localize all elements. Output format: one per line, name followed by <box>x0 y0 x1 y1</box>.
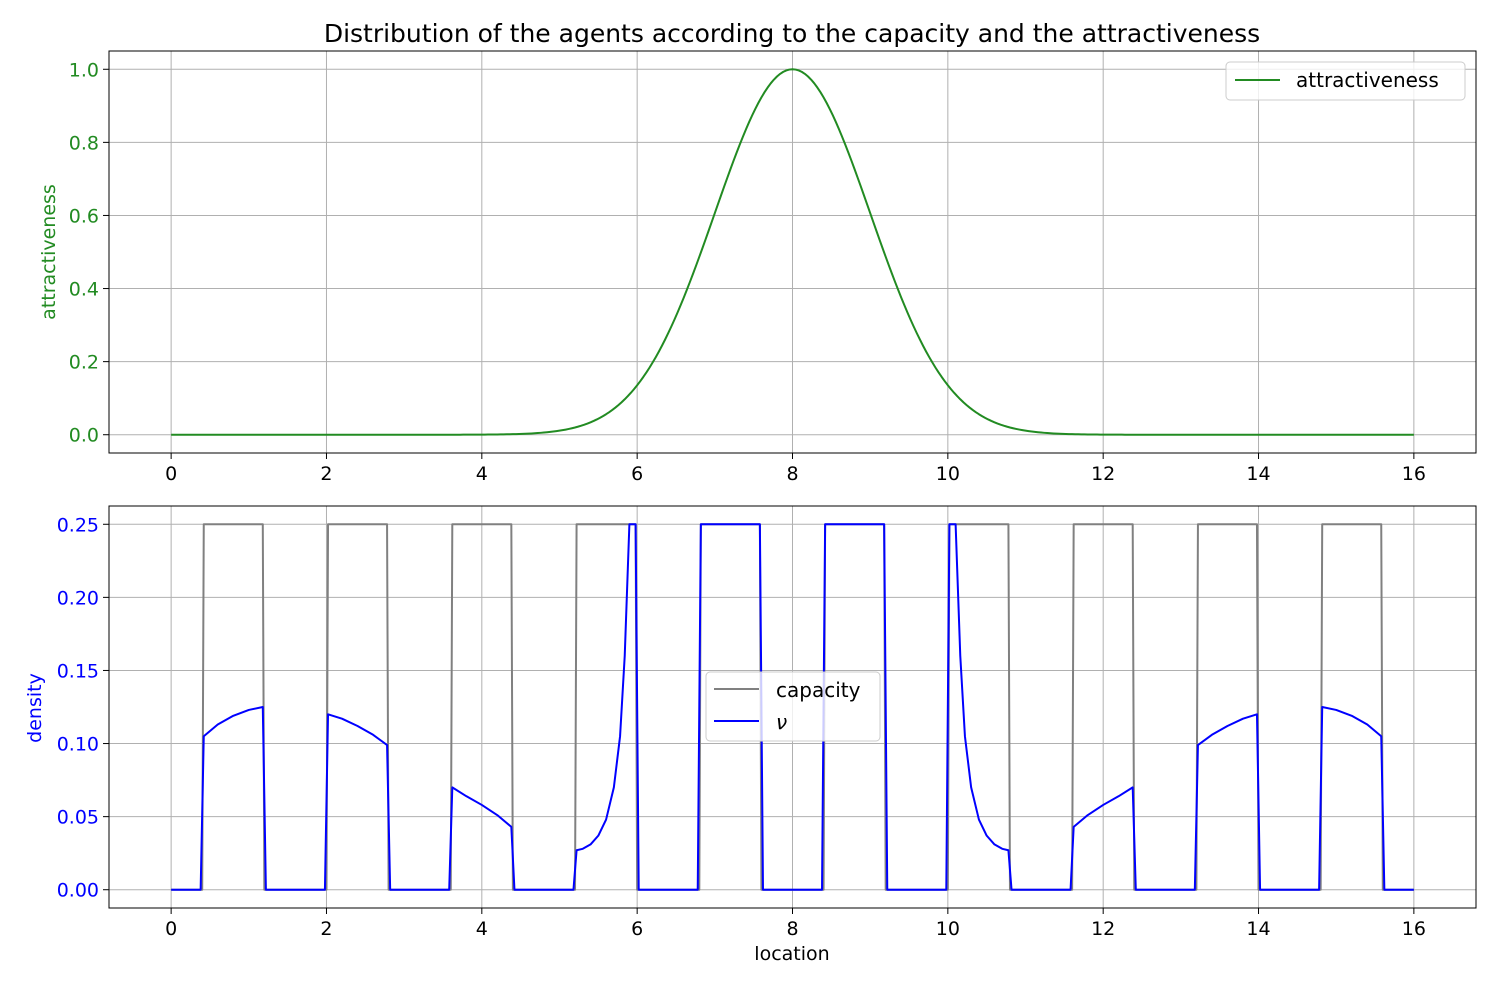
x-tick-label: 12 <box>1091 918 1115 940</box>
y-tick-label: 0.8 <box>69 132 99 154</box>
attractiveness-legend: attractiveness <box>1225 61 1466 101</box>
y-tick-label: 0.4 <box>69 279 99 301</box>
x-tick-label: 16 <box>1402 463 1426 485</box>
x-tick-label: 6 <box>631 463 643 485</box>
legend-box <box>1225 61 1466 101</box>
x-tick-label: 4 <box>476 918 488 940</box>
y-tick-label: 0.25 <box>57 514 99 536</box>
density-legend: capacity ν <box>705 671 881 742</box>
x-tick-label: 14 <box>1246 918 1270 940</box>
attractiveness-y-axis-label: attractiveness <box>38 184 60 320</box>
y-tick-label: 1.0 <box>69 59 99 81</box>
legend-label-attractiveness: attractiveness <box>1296 68 1439 92</box>
y-tick-label: 0.6 <box>69 205 99 227</box>
attractiveness-series-group <box>171 68 1414 436</box>
density-x-ticks: 0 2 4 6 8 10 12 14 16 <box>165 908 1426 940</box>
x-tick-label: 4 <box>476 463 488 485</box>
y-tick-label: 0.05 <box>57 807 99 829</box>
y-tick-label: 0.0 <box>69 425 99 447</box>
figure-title: Distribution of the agents according to … <box>324 19 1260 48</box>
density-x-axis-label: location <box>754 943 829 965</box>
series-line-nu <box>171 523 1414 891</box>
x-tick-label: 2 <box>320 463 332 485</box>
y-tick-label: 0.00 <box>57 880 99 902</box>
x-tick-label: 16 <box>1402 918 1426 940</box>
x-tick-label: 6 <box>631 918 643 940</box>
attractiveness-panel: 0 2 4 6 8 10 12 14 16 0.0 0.2 0.4 0.6 0.8 1.0 attract… <box>38 50 1477 485</box>
density-grid <box>109 506 1476 908</box>
attractiveness-y-ticks: 0.0 0.2 0.4 0.6 0.8 1.0 <box>69 59 109 447</box>
x-tick-label: 12 <box>1091 463 1115 485</box>
x-tick-label: 14 <box>1246 463 1270 485</box>
density-y-ticks: 0.00 0.05 0.10 0.15 0.20 0.25 <box>57 514 109 902</box>
y-tick-label: 0.20 <box>57 587 99 609</box>
density-y-axis-label: density <box>24 673 46 743</box>
y-tick-label: 0.15 <box>57 660 99 682</box>
attractiveness-x-ticks: 0 2 4 6 8 10 12 14 16 <box>165 453 1426 485</box>
density-series-group <box>171 523 1414 891</box>
y-tick-label: 0.10 <box>57 734 99 756</box>
x-tick-label: 0 <box>165 463 177 485</box>
density-panel: 0 2 4 6 8 10 12 14 16 0.00 0.05 0.10 0.15 0.20 0.25 d… <box>24 505 1477 965</box>
x-tick-label: 8 <box>786 918 798 940</box>
x-tick-label: 10 <box>936 918 960 940</box>
legend-label-capacity: capacity <box>776 678 861 702</box>
x-tick-label: 8 <box>786 463 798 485</box>
x-tick-label: 0 <box>165 918 177 940</box>
series-line-attractiveness <box>171 68 1414 436</box>
y-tick-label: 0.2 <box>69 352 99 374</box>
x-tick-label: 2 <box>320 918 332 940</box>
x-tick-label: 10 <box>936 463 960 485</box>
legend-label-nu: ν <box>776 710 787 734</box>
